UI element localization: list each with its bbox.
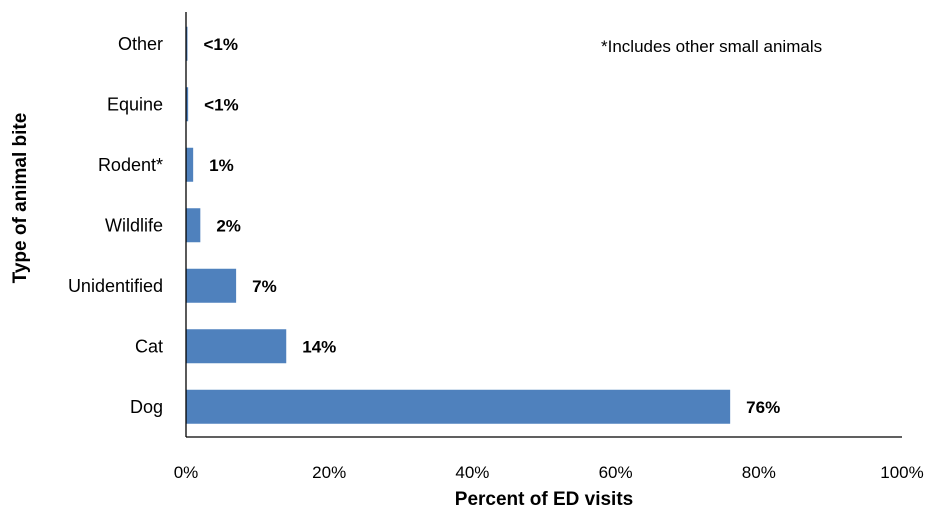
bar-rodent — [186, 147, 194, 182]
bar-cat — [186, 329, 287, 364]
footnote-annotation: *Includes other small animals — [601, 37, 822, 56]
category-label-cat: Cat — [135, 336, 163, 356]
bar-unidentified — [186, 268, 237, 303]
category-label-unidentified: Unidentified — [68, 276, 163, 296]
value-label-unidentified: 7% — [252, 277, 277, 296]
value-label-other: <1% — [204, 35, 239, 54]
bar-other — [186, 26, 188, 61]
category-label-equine: Equine — [107, 94, 163, 114]
x-tick-label-100: 100% — [880, 463, 923, 482]
x-tick-label-80: 80% — [742, 463, 776, 482]
x-tick-label-60: 60% — [599, 463, 633, 482]
bar-dog — [186, 389, 731, 424]
category-label-other: Other — [118, 34, 163, 54]
x-axis-title: Percent of ED visits — [455, 489, 633, 510]
bars-group — [186, 26, 731, 424]
value-label-wildlife: 2% — [216, 216, 241, 235]
value-label-equine: <1% — [204, 95, 239, 114]
y-axis-title: Type of animal bite — [10, 113, 31, 284]
bar-equine — [186, 87, 189, 122]
x-tick-label-0: 0% — [174, 463, 199, 482]
x-tick-label-20: 20% — [312, 463, 346, 482]
value-label-rodent: 1% — [209, 156, 234, 175]
category-label-dog: Dog — [130, 397, 163, 417]
value-label-cat: 14% — [302, 337, 336, 356]
x-tick-label-40: 40% — [455, 463, 489, 482]
category-label-rodent: Rodent* — [98, 155, 163, 175]
value-label-dog: 76% — [746, 398, 780, 417]
x-tick-labels: 0% 20% 40% 60% 80% 100% — [174, 463, 924, 482]
category-label-wildlife: Wildlife — [105, 215, 163, 235]
bar-wildlife — [186, 208, 201, 243]
category-labels: Dog Cat Unidentified Wildlife Rodent* Equine O… — [68, 34, 163, 417]
value-labels: 76% 14% 7% 2% 1% <1% <1% — [204, 35, 781, 417]
